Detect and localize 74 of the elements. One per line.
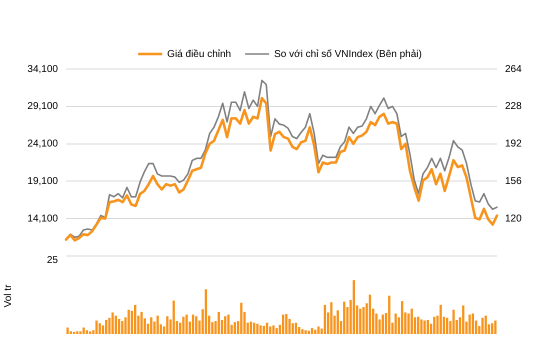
bar	[440, 304, 442, 334]
y-tick-label: 24,100	[27, 138, 58, 150]
bar	[70, 331, 72, 334]
bar	[494, 320, 497, 334]
bar	[224, 316, 226, 334]
bar	[240, 302, 242, 334]
bar	[269, 326, 272, 334]
bar	[285, 314, 288, 334]
bar	[259, 325, 262, 334]
bar	[82, 328, 85, 334]
y-tick-label: 14,100	[27, 213, 58, 224]
bar	[301, 329, 304, 334]
bar	[134, 304, 136, 334]
bar	[262, 326, 265, 334]
text: 25	[46, 254, 58, 266]
bar	[195, 316, 198, 334]
legend-label: So với chỉ số VNIndex (Bên phải)	[274, 48, 422, 60]
bar	[410, 308, 413, 334]
bar	[423, 320, 426, 334]
y-tick-label: 19,100	[27, 176, 58, 187]
bar	[166, 316, 168, 334]
y2-tick-label: 264	[505, 64, 522, 75]
y-axis-title: Vol tr	[2, 284, 14, 308]
bar	[388, 296, 390, 334]
bar	[185, 314, 188, 334]
bar	[417, 316, 420, 334]
bar	[66, 328, 69, 334]
bar	[400, 301, 404, 334]
bar	[182, 316, 185, 334]
bar	[234, 322, 236, 334]
bar	[352, 280, 356, 334]
bar	[114, 316, 118, 334]
bar	[76, 331, 78, 334]
bar	[298, 326, 300, 334]
bar	[472, 314, 474, 334]
bar	[336, 310, 339, 334]
bar	[433, 316, 436, 334]
y2-tick-label: 120	[505, 213, 522, 224]
bar	[491, 323, 494, 334]
legend-label: Giá điều chỉnh	[167, 48, 232, 60]
bar	[308, 330, 310, 334]
bar	[86, 330, 88, 334]
bar	[150, 317, 152, 334]
bar	[276, 328, 278, 334]
y2-tick-label: 156	[505, 176, 522, 187]
bar	[426, 320, 430, 334]
y-tick-label: 29,100	[27, 101, 58, 112]
bar	[484, 316, 487, 334]
bar	[253, 322, 256, 334]
bar	[172, 300, 175, 334]
bar	[121, 321, 124, 334]
bar	[98, 323, 101, 334]
bar	[394, 314, 397, 334]
bar	[128, 310, 130, 334]
y2-tick-label: 228	[505, 101, 522, 112]
y2-tick-label: 192	[505, 138, 522, 150]
bar	[105, 320, 108, 334]
bar	[382, 314, 384, 334]
bar	[111, 312, 114, 334]
bar	[88, 331, 92, 334]
y-tick-label: 34,100	[27, 64, 58, 75]
bar	[330, 302, 333, 334]
bar	[256, 324, 259, 334]
bar	[304, 330, 307, 334]
bar	[156, 316, 159, 334]
bar	[292, 323, 294, 334]
bar	[282, 314, 284, 334]
bar	[218, 312, 220, 334]
bar	[468, 314, 471, 334]
bar	[359, 308, 362, 334]
bar	[343, 302, 346, 334]
bar	[446, 318, 448, 334]
bar	[462, 305, 464, 334]
bar	[314, 330, 316, 334]
